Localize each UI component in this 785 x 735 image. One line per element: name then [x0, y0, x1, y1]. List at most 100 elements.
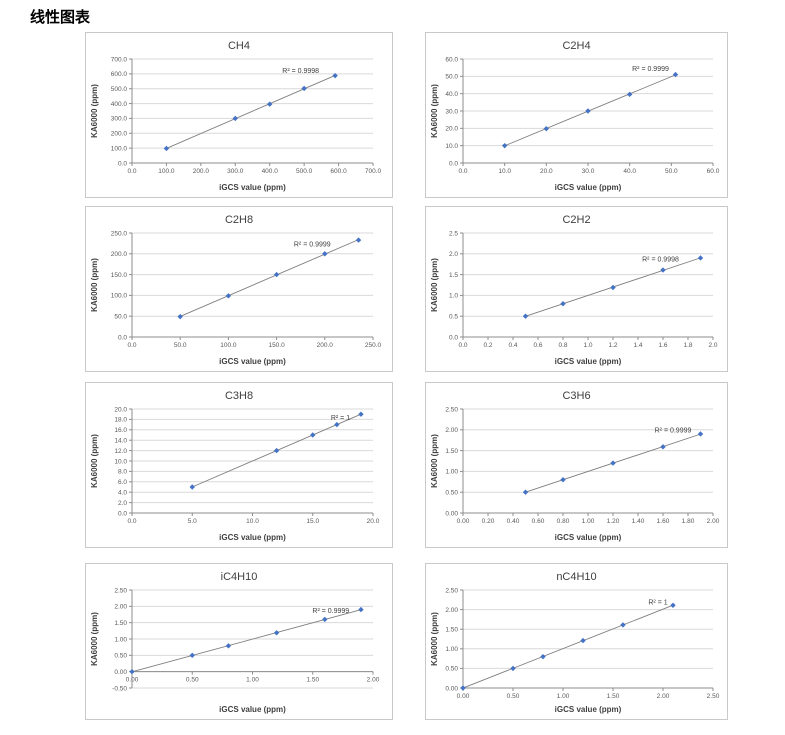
data-point-marker	[522, 489, 529, 495]
y-tick-label: 12.0	[114, 448, 127, 455]
y-tick-label: 2.50	[114, 587, 127, 594]
y-tick-label: 4.0	[118, 490, 127, 497]
y-tick-label: 1.00	[445, 469, 458, 476]
chart-plot: 0.0 2.0 4.0 6.0 8.0 10.0 12.0 14.0 16.0 18.0 20.0 0…	[90, 406, 380, 542]
x-tick-label: 2.0	[708, 342, 717, 349]
x-tick-label: 30.0	[582, 168, 595, 175]
data-point-marker	[543, 125, 550, 132]
data-point-marker	[522, 313, 529, 319]
r2-annotation: R² = 0.9999	[632, 66, 669, 73]
chart-title: nC4H10	[556, 571, 597, 583]
y-tick-label: 0.50	[445, 666, 458, 673]
data-point-marker	[225, 293, 232, 299]
y-tick-label: 0.0	[118, 510, 127, 517]
y-axis-title: KA6000 (ppm)	[90, 84, 99, 138]
x-tick-label: 50.0	[665, 168, 678, 175]
x-tick-label: 20.0	[367, 518, 380, 525]
chart-plot: -0.500.000.501.001.502.002.500.00 0.50 1.0…	[90, 587, 380, 714]
y-tick-label: 1.50	[445, 448, 458, 455]
data-point-marker	[189, 652, 195, 659]
chart-title: C3H8	[224, 390, 254, 402]
trend-line	[166, 75, 336, 149]
x-tick-label: 0.60	[532, 518, 545, 525]
x-tick-label: 300.0	[227, 168, 244, 175]
x-tick-label: 1.00	[582, 518, 595, 525]
x-tick-label: 0.00	[457, 518, 470, 525]
y-tick-label: 20.0	[114, 406, 127, 413]
data-point-marker	[273, 447, 280, 454]
x-tick-label: 0.2	[483, 342, 492, 349]
x-tick-label: 0.0	[458, 168, 467, 175]
data-point-marker	[301, 85, 307, 92]
x-tick-label: 2.00	[657, 693, 670, 700]
data-point-marker	[189, 484, 195, 490]
r2-annotation: R² = 0.9999	[655, 427, 692, 434]
x-tick-label: 250.0	[365, 342, 382, 349]
r2-annotation: R² = 0.9998	[282, 68, 319, 75]
y-tick-label: 200.0	[111, 131, 128, 138]
x-tick-label: 150.0	[268, 342, 285, 349]
y-tick-label: 400.0	[111, 101, 128, 108]
data-point-marker	[322, 616, 328, 623]
chart-plot: 0.0 50.0 100.0 150.0 200.0 250.0 0.0 50.0 100.0 1…	[90, 230, 382, 366]
x-axis-title: iGCS value (ppm)	[219, 183, 286, 192]
x-tick-label: 1.6	[658, 342, 667, 349]
x-tick-label: 0.8	[558, 342, 567, 349]
x-tick-label: 2.50	[707, 693, 720, 700]
chart-box-ch4: CH4 0.0 100.0 200.0 300.0 400.0 500.0 600.0 700…	[85, 32, 393, 198]
y-axis-title: KA6000 (ppm)	[430, 434, 439, 488]
x-tick-label: 0.50	[186, 677, 199, 684]
y-tick-label: 250.0	[111, 230, 128, 237]
chart-box-c2h2: C2H2 0.0 0.5 1.0 1.5 2.0 2.5 0.0 0.2 0.4 0.6 0.8 1.…	[425, 206, 728, 372]
data-point-marker	[660, 267, 666, 273]
y-tick-label: 16.0	[114, 427, 127, 434]
y-tick-label: 2.00	[445, 607, 458, 614]
y-tick-label: 100.0	[111, 145, 128, 152]
x-tick-label: 1.0	[583, 342, 592, 349]
y-tick-label: 14.0	[114, 438, 127, 445]
data-point-marker	[355, 237, 362, 243]
data-point-marker	[163, 145, 170, 152]
y-tick-label: 2.5	[449, 230, 458, 237]
chart-title: iC4H10	[220, 571, 258, 583]
x-tick-label: 50.0	[174, 342, 187, 349]
r2-annotation: R² = 1	[331, 415, 350, 422]
x-tick-label: 2.00	[367, 677, 380, 684]
x-tick-label: 100.0	[220, 342, 237, 349]
chart-title: C3H6	[562, 390, 591, 402]
chart-plot: 0.0 0.5 1.0 1.5 2.0 2.5 0.0 0.2 0.4 0.6 0.8 1.0 1.2 1…	[430, 230, 718, 366]
data-point-marker	[501, 142, 508, 149]
x-axis-title: iGCS value (ppm)	[555, 357, 622, 366]
y-axis-title: KA6000 (ppm)	[430, 612, 439, 666]
chart-title: CH4	[227, 40, 250, 52]
y-tick-label: 700.0	[111, 56, 128, 63]
x-tick-label: 1.40	[632, 518, 645, 525]
x-tick-label: 60.0	[707, 168, 720, 175]
x-tick-label: 0.00	[457, 693, 470, 700]
y-tick-label: 20.0	[445, 126, 458, 133]
y-axis-title: KA6000 (ppm)	[430, 84, 439, 138]
y-tick-label: 2.50	[445, 587, 458, 594]
chart-title: C2H2	[562, 214, 591, 226]
x-tick-label: 700.0	[365, 168, 382, 175]
x-axis-title: iGCS value (ppm)	[219, 705, 286, 714]
x-tick-label: 0.4	[508, 342, 517, 349]
x-tick-label: 15.0	[306, 518, 319, 525]
y-tick-label: 18.0	[114, 417, 127, 424]
y-axis-title: KA6000 (ppm)	[90, 612, 99, 666]
x-axis-title: iGCS value (ppm)	[555, 705, 622, 714]
y-tick-label: 500.0	[111, 86, 128, 93]
data-point-marker	[697, 255, 704, 261]
y-tick-label: 0.5	[449, 314, 458, 321]
data-point-marker	[610, 284, 616, 291]
x-tick-label: 1.8	[683, 342, 692, 349]
trend-line	[504, 74, 676, 147]
trend-line	[462, 604, 674, 689]
x-tick-label: 0.0	[458, 342, 467, 349]
x-tick-label: 0.0	[127, 518, 136, 525]
y-tick-label: 30.0	[445, 108, 458, 115]
x-tick-label: 10.0	[246, 518, 259, 525]
data-point-marker	[510, 665, 516, 672]
data-point-marker	[610, 460, 616, 466]
page-title: 线性图表	[30, 9, 91, 26]
